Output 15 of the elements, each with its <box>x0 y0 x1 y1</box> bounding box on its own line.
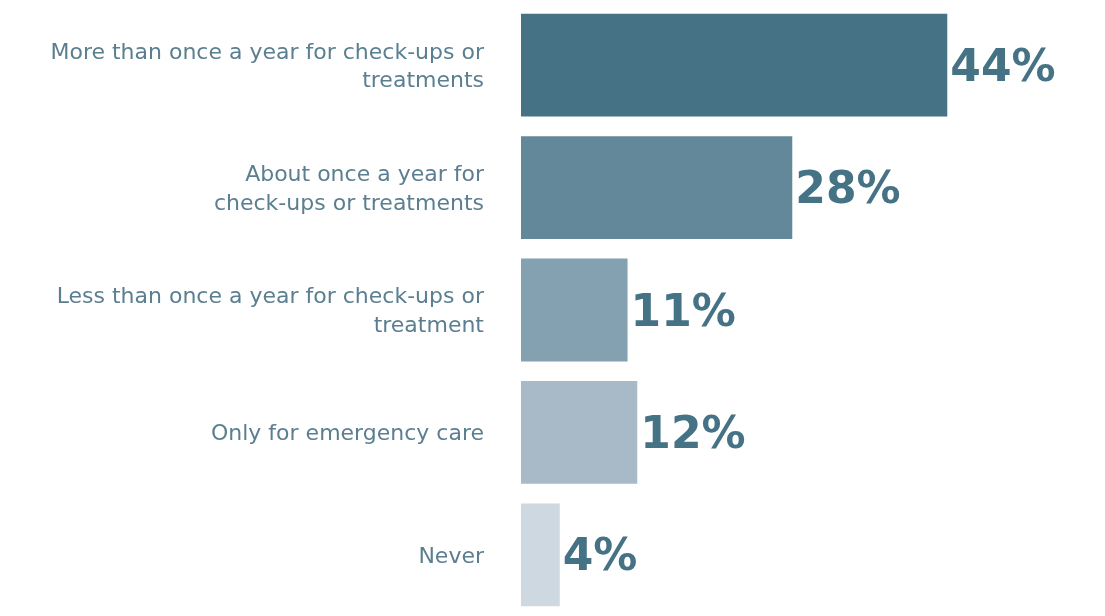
y-tick-label: Only for emergency care <box>210 420 484 446</box>
bar <box>521 380 638 484</box>
y-tick-label: Never <box>418 542 485 568</box>
data-label: 44% <box>950 39 1056 91</box>
bar <box>521 503 560 607</box>
data-label: 4% <box>562 529 638 581</box>
bar <box>521 136 793 240</box>
bar <box>521 13 948 117</box>
data-label: 28% <box>795 162 901 214</box>
data-label: 12% <box>640 406 746 458</box>
bar <box>521 258 628 362</box>
data-label: 11% <box>630 284 736 336</box>
y-tick-label: More than once a year for check-ups or treatments <box>50 38 485 93</box>
y-tick-label: Less than once a year for check-ups or treatment <box>56 283 485 337</box>
y-tick-label: About once a year for check-ups or treatments <box>213 161 485 215</box>
